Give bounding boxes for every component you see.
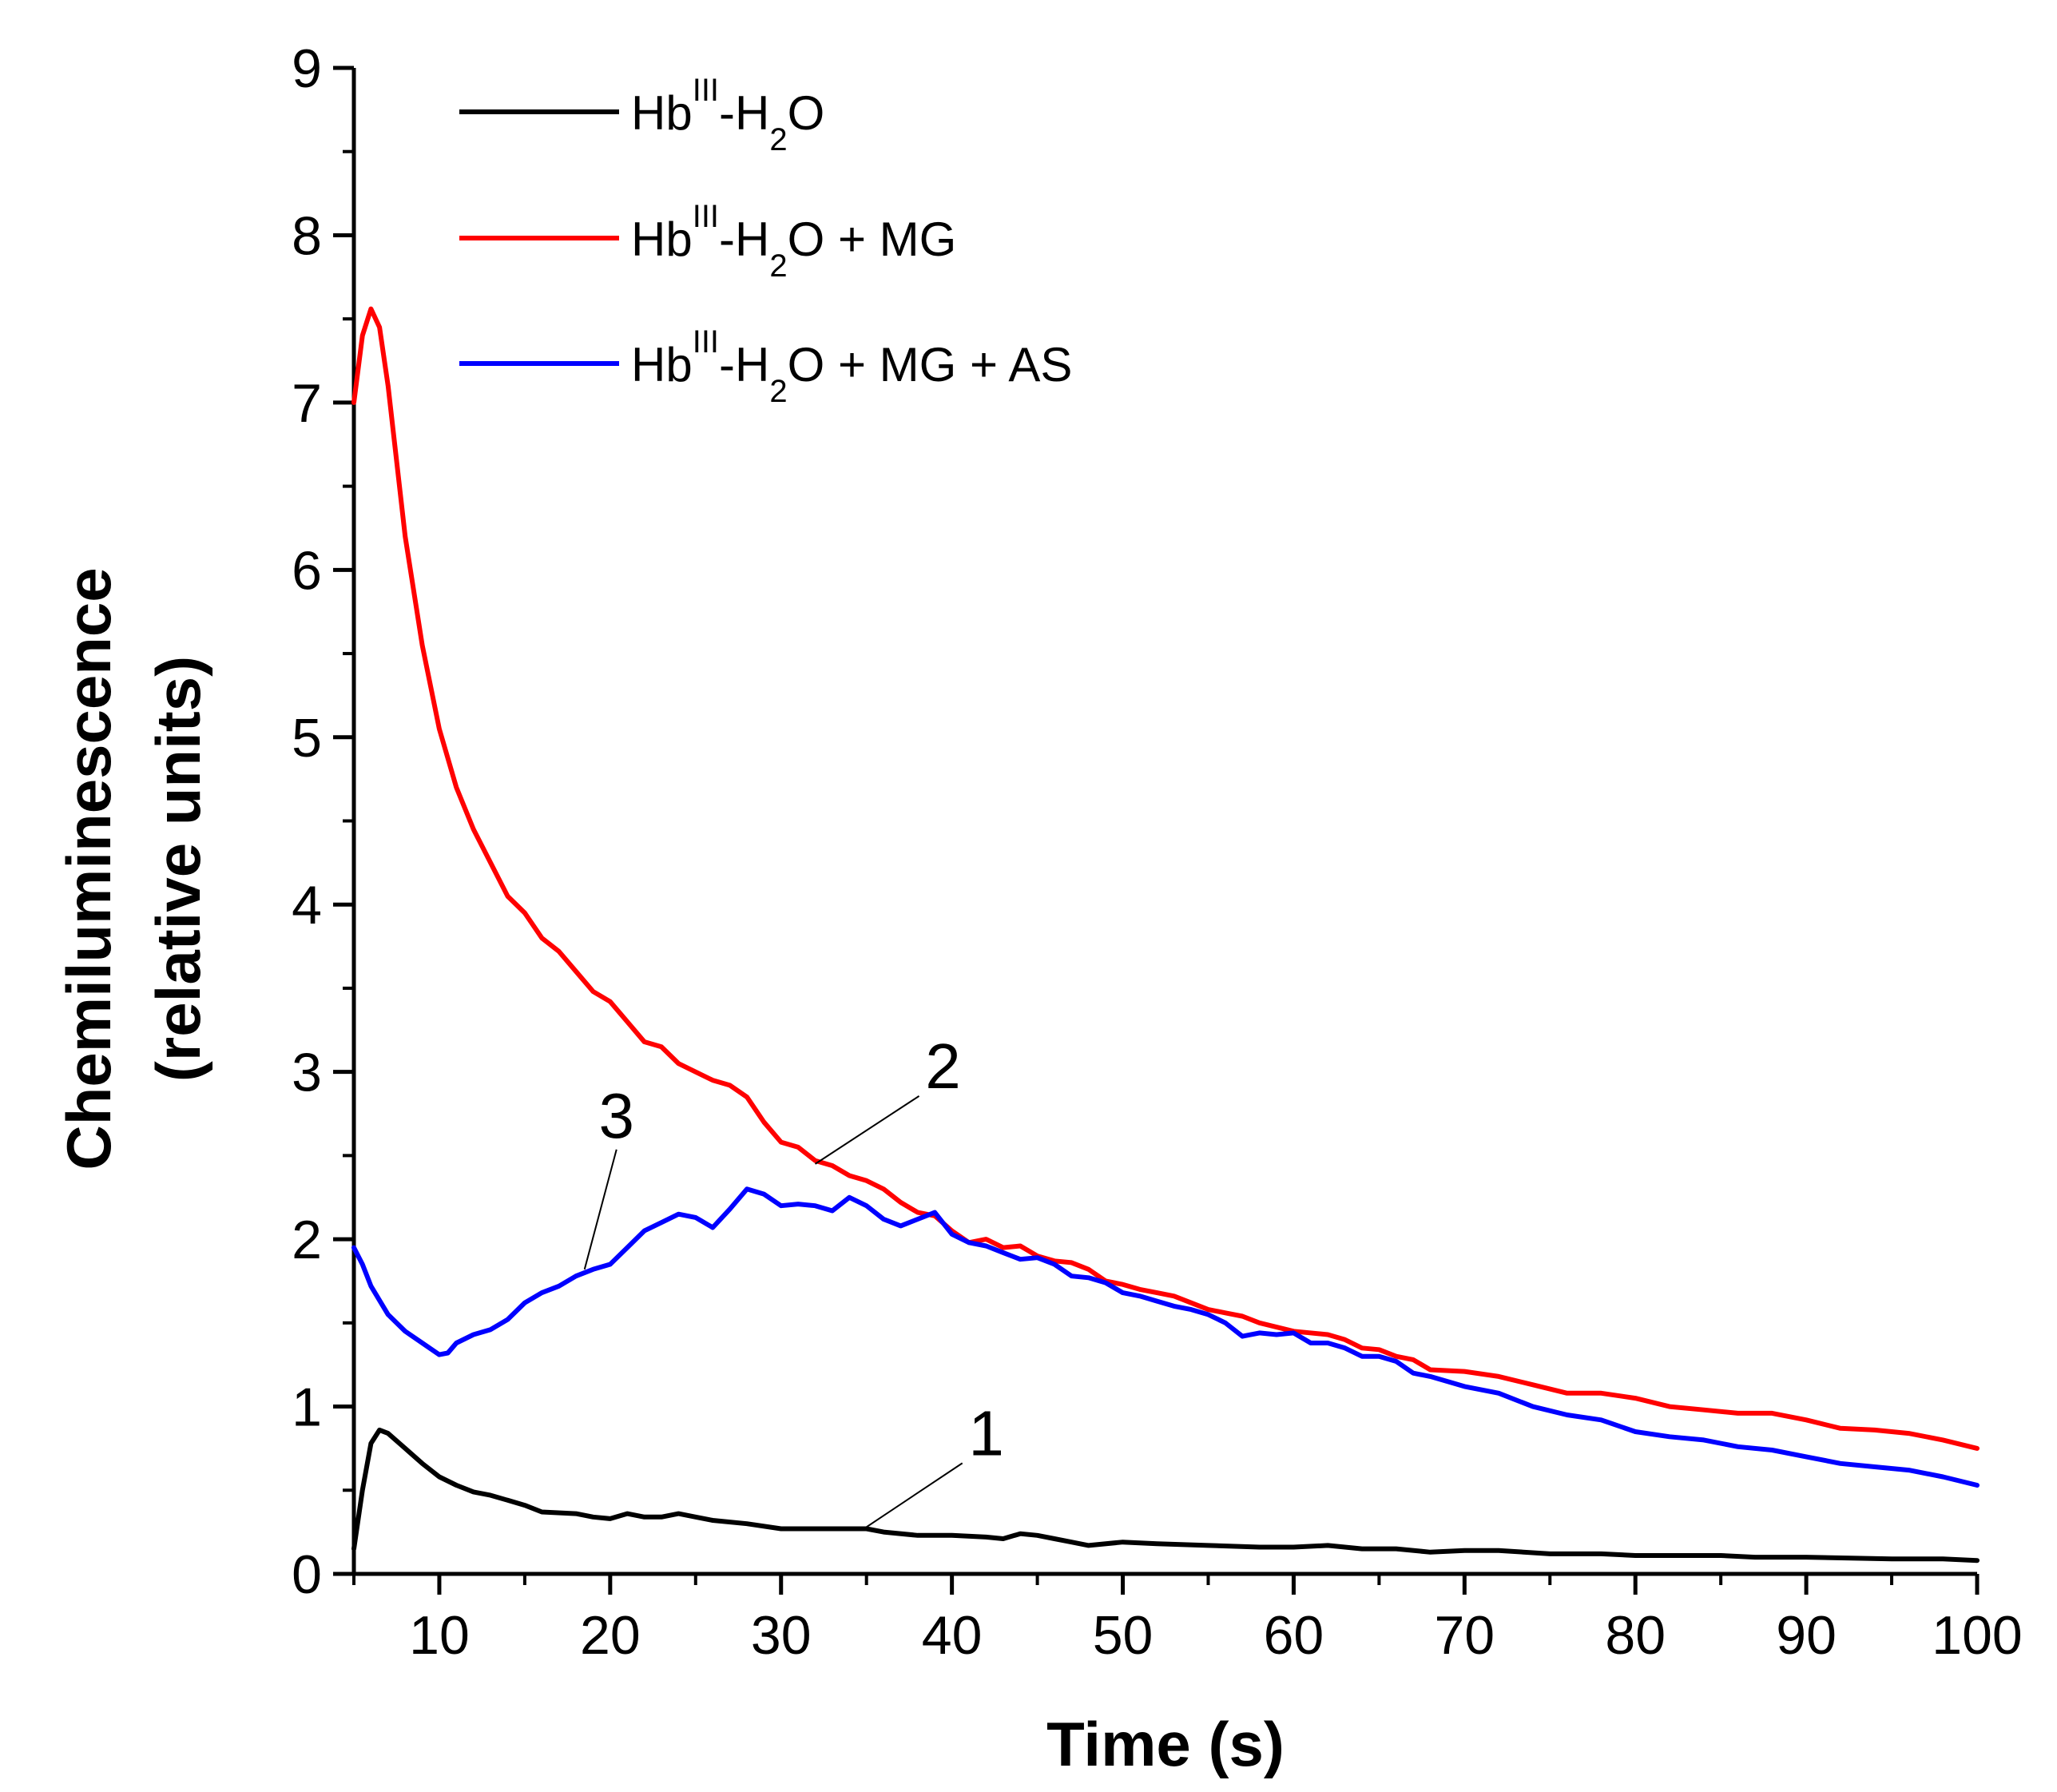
- y-tick-label: 6: [292, 540, 322, 601]
- series-line-1: [351, 1427, 1980, 1564]
- legend-label-3: HbIII-H2O + MG + AS: [631, 324, 1072, 409]
- x-tick-label: 90: [1776, 1605, 1837, 1666]
- y-tick-label: 3: [292, 1043, 322, 1103]
- legend-label-part: 2: [769, 122, 787, 157]
- legend-label-2: HbIII-H2O + MG: [631, 199, 956, 284]
- legend-label-part: III: [693, 199, 719, 234]
- callout-label-3: 3: [599, 1080, 635, 1151]
- x-tick-label: 60: [1264, 1605, 1324, 1666]
- series-lines: [351, 306, 1980, 1564]
- x-tick-label: 100: [1932, 1605, 2022, 1666]
- legend-label-part: -H: [719, 86, 769, 140]
- legend-label-part: III: [693, 73, 719, 108]
- y-tick-label: 8: [292, 205, 322, 266]
- legend-label-part: Hb: [631, 213, 693, 266]
- x-tick-label: 70: [1434, 1605, 1495, 1666]
- callout-label-2: 2: [925, 1031, 961, 1102]
- legend-label-part: Hb: [631, 86, 693, 140]
- y-tick-label: 7: [292, 373, 322, 434]
- legend-label-part: -H: [719, 213, 769, 266]
- callout-label-1: 1: [968, 1397, 1004, 1468]
- legend-label-part: III: [693, 324, 719, 360]
- series-line-2: [351, 306, 1980, 1451]
- legend-label-1: HbIII-H2O: [631, 73, 824, 157]
- x-tick-label: 10: [409, 1605, 470, 1666]
- y-tick-label: 4: [292, 875, 322, 936]
- legend-label-part: 2: [769, 248, 787, 284]
- series-line-3: [351, 1186, 1980, 1488]
- callout-leader-2: [814, 1095, 920, 1165]
- legend-label-part: O: [788, 86, 825, 140]
- callout-leader-1: [866, 1462, 963, 1528]
- legend-label-part: -H: [719, 338, 769, 391]
- y-axis-title-line-2: (relative units): [143, 656, 213, 1082]
- x-tick-label: 20: [580, 1605, 641, 1666]
- y-tick-label: 1: [292, 1377, 322, 1438]
- y-tick-label: 2: [292, 1210, 322, 1270]
- axes: 0 1 2 3 4 5 6 7 8 9 10 20 30 40 50 60 70 80 90 100: [292, 38, 2023, 1666]
- legend-label-part: O + MG: [788, 213, 957, 266]
- x-tick-label: 50: [1093, 1605, 1154, 1666]
- callout-leader-3: [583, 1149, 617, 1270]
- x-tick-label: 30: [751, 1605, 812, 1666]
- y-tick-label: 9: [292, 38, 322, 99]
- y-tick-label: 5: [292, 708, 322, 769]
- legend-label-part: Hb: [631, 338, 693, 391]
- series-callouts: 1 2 3: [583, 1031, 1004, 1528]
- y-tick-label: 0: [292, 1544, 322, 1605]
- y-axis-title-line-1: Chemiluminescence: [54, 567, 124, 1170]
- x-tick-label: 40: [922, 1605, 983, 1666]
- legend-label-part: 2: [769, 374, 787, 409]
- legend-label-part: O + MG + AS: [788, 338, 1073, 391]
- x-axis-title: Time (s): [1046, 1709, 1285, 1779]
- y-axis-title: Chemiluminescence (relative units): [54, 567, 213, 1170]
- x-tick-label: 80: [1605, 1605, 1666, 1666]
